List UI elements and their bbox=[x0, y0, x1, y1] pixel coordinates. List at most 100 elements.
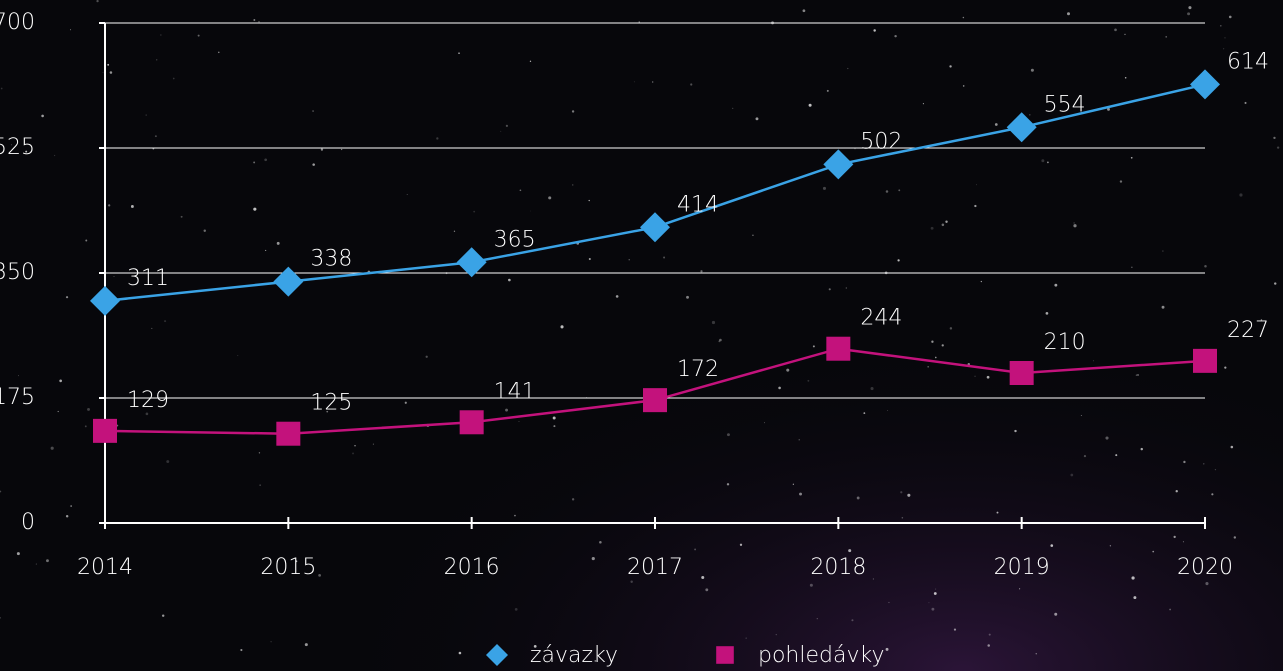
star bbox=[778, 386, 781, 390]
star bbox=[1224, 37, 1226, 39]
star bbox=[1054, 283, 1058, 287]
star bbox=[976, 184, 977, 186]
star bbox=[1203, 463, 1205, 465]
star bbox=[1109, 545, 1112, 547]
x-tick-label: 2014 bbox=[77, 555, 133, 580]
star bbox=[900, 491, 903, 494]
star bbox=[1131, 266, 1133, 268]
star bbox=[458, 52, 460, 54]
star bbox=[404, 401, 407, 404]
star bbox=[53, 154, 56, 157]
star bbox=[160, 34, 162, 36]
star bbox=[1173, 535, 1176, 539]
star bbox=[571, 498, 575, 501]
star bbox=[873, 29, 876, 32]
star bbox=[775, 633, 777, 636]
star bbox=[847, 67, 849, 70]
star bbox=[1169, 608, 1171, 611]
star bbox=[1115, 454, 1118, 457]
star bbox=[65, 515, 69, 518]
star bbox=[0, 617, 1, 619]
star bbox=[1030, 68, 1034, 72]
star bbox=[571, 110, 575, 113]
star bbox=[1070, 473, 1074, 477]
star bbox=[65, 296, 69, 299]
star bbox=[930, 226, 934, 230]
star bbox=[694, 548, 697, 551]
star bbox=[552, 416, 556, 420]
star bbox=[1131, 576, 1135, 580]
data-point bbox=[1193, 348, 1217, 373]
star bbox=[145, 412, 149, 416]
star bbox=[974, 204, 977, 208]
star bbox=[1230, 445, 1234, 449]
star bbox=[218, 51, 220, 54]
star bbox=[945, 220, 948, 223]
star bbox=[572, 184, 574, 186]
star bbox=[126, 563, 129, 565]
x-tick-label: 2019 bbox=[994, 555, 1050, 580]
star bbox=[164, 320, 167, 323]
star bbox=[1214, 468, 1217, 471]
star bbox=[514, 514, 516, 517]
star bbox=[161, 614, 165, 617]
star bbox=[1029, 114, 1031, 116]
data-label: 554 bbox=[1044, 92, 1086, 117]
star bbox=[253, 19, 256, 21]
data-label: 125 bbox=[310, 391, 352, 416]
star bbox=[500, 130, 502, 132]
star bbox=[1273, 136, 1276, 140]
star bbox=[59, 379, 62, 383]
data-label: 129 bbox=[127, 388, 169, 413]
data-label: 227 bbox=[1227, 318, 1269, 343]
star bbox=[588, 258, 591, 261]
star bbox=[588, 199, 590, 202]
star bbox=[530, 210, 531, 212]
star bbox=[1244, 101, 1247, 104]
star bbox=[102, 72, 104, 74]
y-tick-label: 525 bbox=[0, 135, 35, 160]
star bbox=[848, 549, 852, 553]
data-point bbox=[90, 285, 120, 316]
star bbox=[927, 366, 929, 368]
star bbox=[240, 648, 243, 652]
star bbox=[406, 194, 408, 196]
star bbox=[591, 556, 595, 561]
star bbox=[1205, 582, 1209, 586]
star bbox=[425, 355, 428, 358]
star bbox=[70, 29, 72, 31]
legend-label: závazky bbox=[530, 643, 618, 668]
star bbox=[711, 320, 716, 325]
star bbox=[652, 81, 654, 83]
star bbox=[25, 150, 28, 153]
star bbox=[1119, 180, 1123, 183]
star bbox=[1183, 460, 1186, 464]
star bbox=[265, 249, 267, 252]
star bbox=[1066, 12, 1070, 16]
star bbox=[816, 618, 818, 620]
star bbox=[519, 189, 522, 192]
x-tick-label: 2017 bbox=[627, 555, 683, 580]
star bbox=[809, 583, 813, 587]
star bbox=[1204, 264, 1207, 268]
data-label: 614 bbox=[1227, 49, 1269, 74]
legend-marker bbox=[716, 646, 734, 664]
data-label: 172 bbox=[677, 357, 719, 382]
star bbox=[253, 161, 256, 164]
star bbox=[851, 619, 854, 622]
star bbox=[907, 493, 911, 497]
star bbox=[197, 34, 200, 37]
star bbox=[638, 21, 640, 23]
star bbox=[949, 65, 952, 68]
star bbox=[808, 103, 812, 107]
star bbox=[505, 408, 508, 412]
star bbox=[755, 117, 759, 121]
star bbox=[812, 345, 815, 348]
star bbox=[1220, 25, 1222, 27]
star bbox=[1276, 146, 1280, 149]
star bbox=[145, 114, 147, 116]
star bbox=[752, 234, 754, 237]
